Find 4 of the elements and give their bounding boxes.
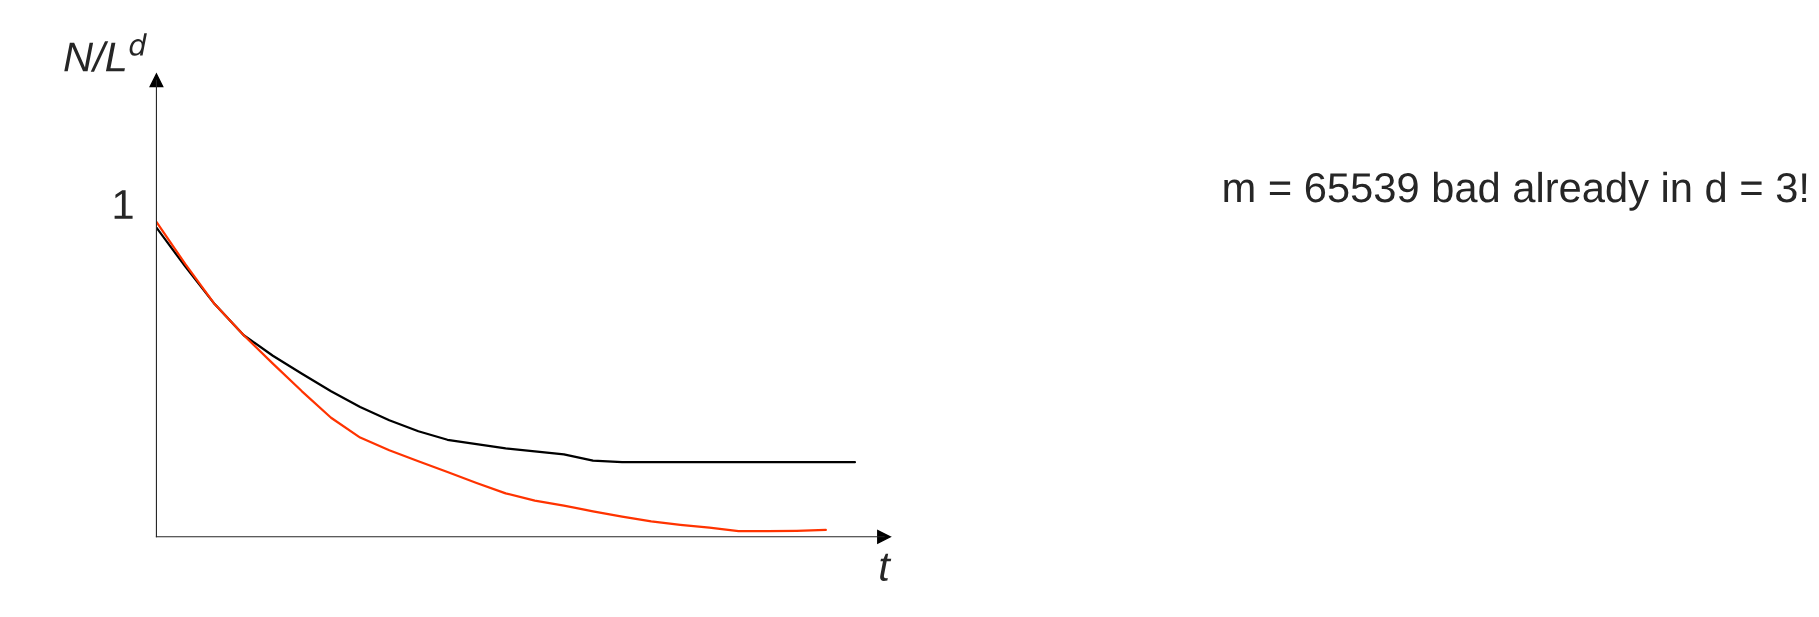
text: 1	[114, 190, 133, 219]
y-axis-title: N/L$^{d}$	[64, 33, 147, 72]
x-axis-title: t	[880, 553, 892, 582]
text: m = 65539 bad already in d = 3!	[1224, 171, 1807, 211]
